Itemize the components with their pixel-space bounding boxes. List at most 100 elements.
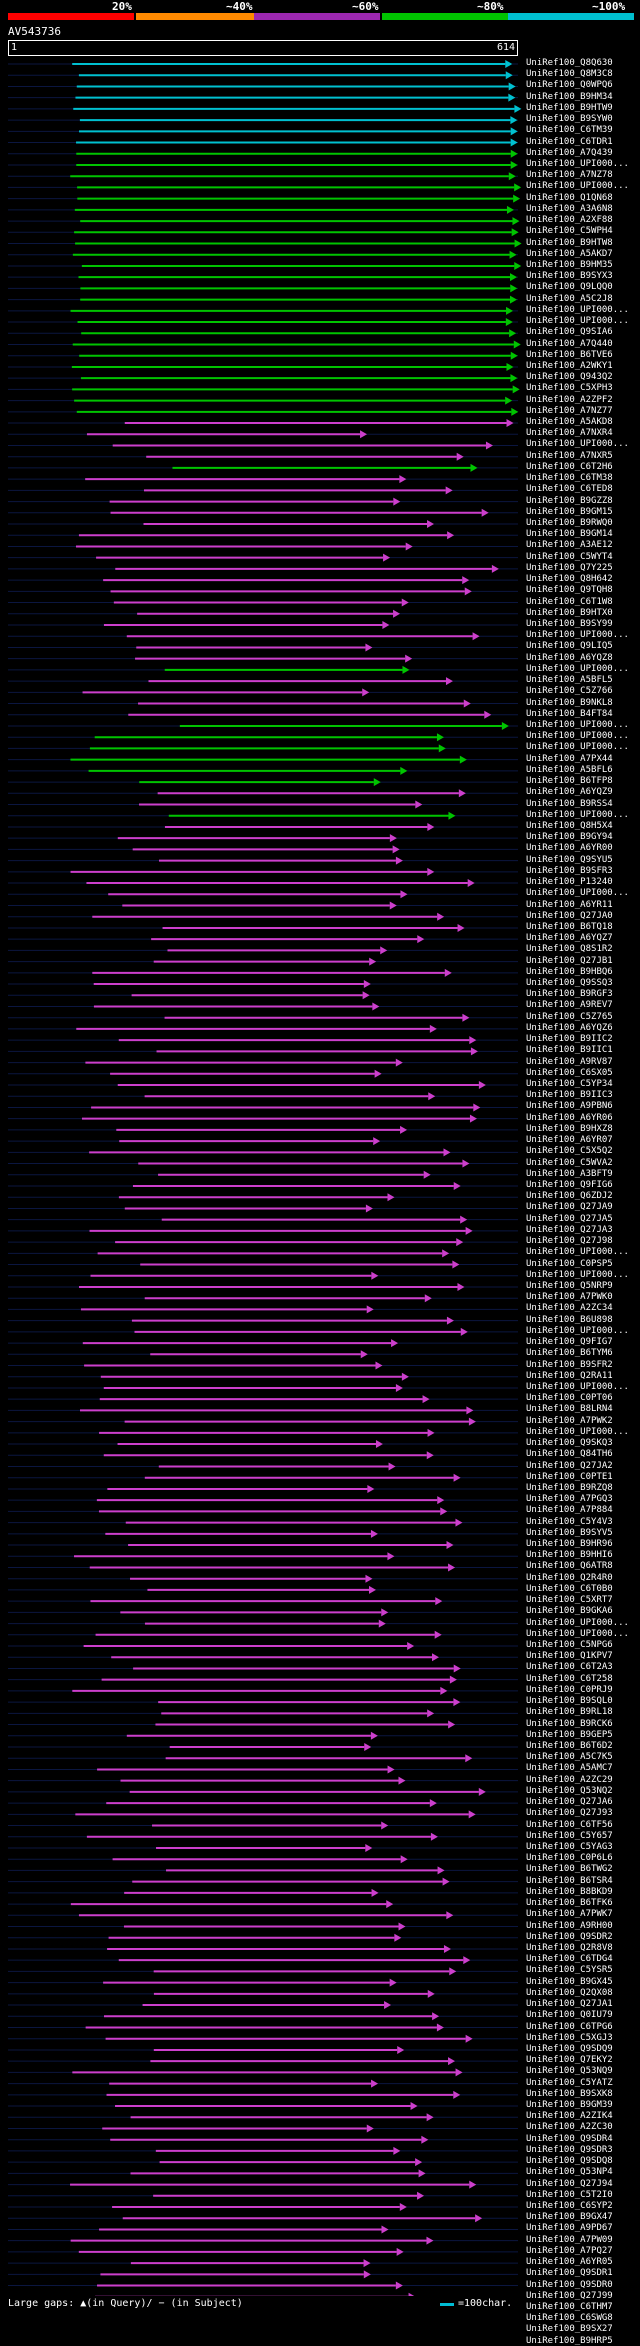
hit-label[interactable]: UniRef100_B6TWG2 <box>526 1864 613 1875</box>
hit-label[interactable]: UniRef100_B9HR96 <box>526 1539 613 1550</box>
hit-label[interactable]: UniRef100_C6T258 <box>526 1673 613 1684</box>
hit-label[interactable]: UniRef100_A3BFT9 <box>526 1168 613 1179</box>
hit-label[interactable]: UniRef100_Q8S1R2 <box>526 944 613 955</box>
hit-label[interactable]: UniRef100_Q27JB1 <box>526 955 613 966</box>
hit-label[interactable]: UniRef100_A9RH00 <box>526 1920 613 1931</box>
hit-label[interactable]: UniRef100_A2ZC30 <box>526 2122 613 2133</box>
hit-label[interactable]: UniRef100_B9HBQ6 <box>526 966 613 977</box>
hit-label[interactable]: UniRef100_A7NZ77 <box>526 405 613 416</box>
hit-label[interactable]: UniRef100_A9RV87 <box>526 1056 613 1067</box>
hit-label[interactable]: UniRef100_A7Q440 <box>526 338 613 349</box>
hit-label[interactable]: UniRef100_A7PW09 <box>526 2234 613 2245</box>
hit-label[interactable]: UniRef100_B9HTX0 <box>526 607 613 618</box>
hit-label[interactable]: UniRef100_A2XF88 <box>526 215 613 226</box>
hit-label[interactable]: UniRef100_A5BFL6 <box>526 764 613 775</box>
hit-label[interactable]: UniRef100_C6SWG8 <box>526 2313 613 2324</box>
hit-label[interactable]: UniRef100_C6T0B0 <box>526 1583 613 1594</box>
hit-label[interactable]: UniRef100_UPI000... <box>526 1325 629 1336</box>
hit-label[interactable]: UniRef100_A7PX44 <box>526 753 613 764</box>
hit-label[interactable]: UniRef100_B9RL18 <box>526 1707 613 1718</box>
hit-label[interactable]: UniRef100_A6YR00 <box>526 843 613 854</box>
hit-label[interactable]: UniRef100_C6SX05 <box>526 1067 613 1078</box>
hit-label[interactable]: UniRef100_Q6ATR8 <box>526 1561 613 1572</box>
hit-label[interactable]: UniRef100_C6T2H6 <box>526 461 613 472</box>
hit-label[interactable]: UniRef100_C6T2A3 <box>526 1662 613 1673</box>
hit-label[interactable]: UniRef100_Q27JA3 <box>526 1224 613 1235</box>
hit-label[interactable]: UniRef100_B6TQ18 <box>526 921 613 932</box>
hit-label[interactable]: UniRef100_C5YSR5 <box>526 1965 613 1976</box>
hit-label[interactable]: UniRef100_B9SFR2 <box>526 1359 613 1370</box>
hit-label[interactable]: UniRef100_Q27J98 <box>526 1236 613 1247</box>
hit-label[interactable]: UniRef100_B9RCK6 <box>526 1718 613 1729</box>
hit-label[interactable]: UniRef100_A6YR11 <box>526 899 613 910</box>
hit-label[interactable]: UniRef100_UPI000... <box>526 888 629 899</box>
hit-label[interactable]: UniRef100_A7PQ27 <box>526 2245 613 2256</box>
hit-label[interactable]: UniRef100_B6TYM6 <box>526 1348 613 1359</box>
hit-label[interactable]: UniRef100_Q1KPV7 <box>526 1651 613 1662</box>
hit-label[interactable]: UniRef100_C6TM38 <box>526 473 613 484</box>
hit-label[interactable]: UniRef100_C6TED8 <box>526 484 613 495</box>
hit-label[interactable]: UniRef100_C0PT06 <box>526 1393 613 1404</box>
hit-label[interactable]: UniRef100_UPI000... <box>526 630 629 641</box>
hit-label[interactable]: UniRef100_Q9LIQ5 <box>526 641 613 652</box>
hit-label[interactable]: UniRef100_A7PGQ3 <box>526 1494 613 1505</box>
hit-label[interactable]: UniRef100_Q9SDR0 <box>526 2279 613 2290</box>
hit-label[interactable]: UniRef100_Q9SDQ9 <box>526 2043 613 2054</box>
hit-label[interactable]: UniRef100_Q7Y225 <box>526 562 613 573</box>
hit-label[interactable]: UniRef100_C5WYT4 <box>526 551 613 562</box>
hit-label[interactable]: UniRef100_Q2QX08 <box>526 1987 613 1998</box>
hit-label[interactable]: UniRef100_A7P884 <box>526 1505 613 1516</box>
hit-label[interactable]: UniRef100_Q9SDQ8 <box>526 2156 613 2167</box>
hit-label[interactable]: UniRef100_Q6ZDJ2 <box>526 1191 613 1202</box>
hit-label[interactable]: UniRef100_Q27JA0 <box>526 910 613 921</box>
hit-label[interactable]: UniRef100_B9HM34 <box>526 91 613 102</box>
hit-label[interactable]: UniRef100_B6TVE6 <box>526 349 613 360</box>
hit-label[interactable]: UniRef100_Q9TQH8 <box>526 585 613 596</box>
hit-label[interactable]: UniRef100_A6YR05 <box>526 2257 613 2268</box>
hit-label[interactable]: UniRef100_C5WVA2 <box>526 1157 613 1168</box>
hit-label[interactable]: UniRef100_Q27J94 <box>526 2178 613 2189</box>
hit-label[interactable]: UniRef100_C5Z765 <box>526 1011 613 1022</box>
hit-label[interactable]: UniRef100_UPI000... <box>526 181 629 192</box>
hit-label[interactable]: UniRef100_Q27J93 <box>526 1808 613 1819</box>
hit-label[interactable]: UniRef100_A7NXR5 <box>526 450 613 461</box>
hit-label[interactable]: UniRef100_C0PSP5 <box>526 1258 613 1269</box>
hit-label[interactable]: UniRef100_Q2RA11 <box>526 1370 613 1381</box>
hit-label[interactable]: UniRef100_Q9SDR4 <box>526 2133 613 2144</box>
hit-label[interactable]: UniRef100_Q27JA1 <box>526 1999 613 2010</box>
hit-label[interactable]: UniRef100_A5AKD7 <box>526 248 613 259</box>
hit-label[interactable]: UniRef100_B8BKD9 <box>526 1886 613 1897</box>
hit-label[interactable]: UniRef100_C5YAG3 <box>526 1841 613 1852</box>
hit-label[interactable]: UniRef100_A7PWK0 <box>526 1292 613 1303</box>
hit-label[interactable]: UniRef100_Q8M3C8 <box>526 69 613 80</box>
hit-label[interactable]: UniRef100_A3AE12 <box>526 540 613 551</box>
hit-label[interactable]: UniRef100_B6TFP8 <box>526 776 613 787</box>
hit-label[interactable]: UniRef100_Q9SDR1 <box>526 2268 613 2279</box>
hit-label[interactable]: UniRef100_B9HTW9 <box>526 102 613 113</box>
hit-label[interactable]: UniRef100_C5XGJ3 <box>526 2032 613 2043</box>
hit-label[interactable]: UniRef100_A5BFL5 <box>526 675 613 686</box>
hit-label[interactable]: UniRef100_B9HXZ8 <box>526 1123 613 1134</box>
hit-label[interactable]: UniRef100_B9SYW0 <box>526 114 613 125</box>
hit-label[interactable]: UniRef100_C5X5Q2 <box>526 1146 613 1157</box>
hit-label[interactable]: UniRef100_A5AKD8 <box>526 417 613 428</box>
hit-label[interactable]: UniRef100_P13240 <box>526 877 613 888</box>
hit-label[interactable]: UniRef100_B9GM14 <box>526 529 613 540</box>
hit-label[interactable]: UniRef100_A7PWK7 <box>526 1909 613 1920</box>
hit-label[interactable]: UniRef100_B9RSS4 <box>526 798 613 809</box>
hit-label[interactable]: UniRef100_B9RZQ8 <box>526 1482 613 1493</box>
hit-label[interactable]: UniRef100_Q27JA5 <box>526 1213 613 1224</box>
hit-label[interactable]: UniRef100_A7NZ78 <box>526 170 613 181</box>
hit-label[interactable]: UniRef100_Q27JA2 <box>526 1460 613 1471</box>
hit-label[interactable]: UniRef100_Q27JA6 <box>526 1797 613 1808</box>
hit-label[interactable]: UniRef100_B9GM15 <box>526 506 613 517</box>
hit-label[interactable]: UniRef100_B9SXK8 <box>526 2088 613 2099</box>
hit-label[interactable]: UniRef100_Q9SDR2 <box>526 1931 613 1942</box>
hit-label[interactable]: UniRef100_C5NPG6 <box>526 1640 613 1651</box>
hit-label[interactable]: UniRef100_C5XRT7 <box>526 1595 613 1606</box>
hit-label[interactable]: UniRef100_Q8H642 <box>526 574 613 585</box>
hit-label[interactable]: UniRef100_Q7EKY2 <box>526 2055 613 2066</box>
hit-label[interactable]: UniRef100_B9SQL0 <box>526 1696 613 1707</box>
hit-label[interactable]: UniRef100_B6T6D2 <box>526 1741 613 1751</box>
hit-label[interactable]: UniRef100_A2ZIK4 <box>526 2111 613 2122</box>
